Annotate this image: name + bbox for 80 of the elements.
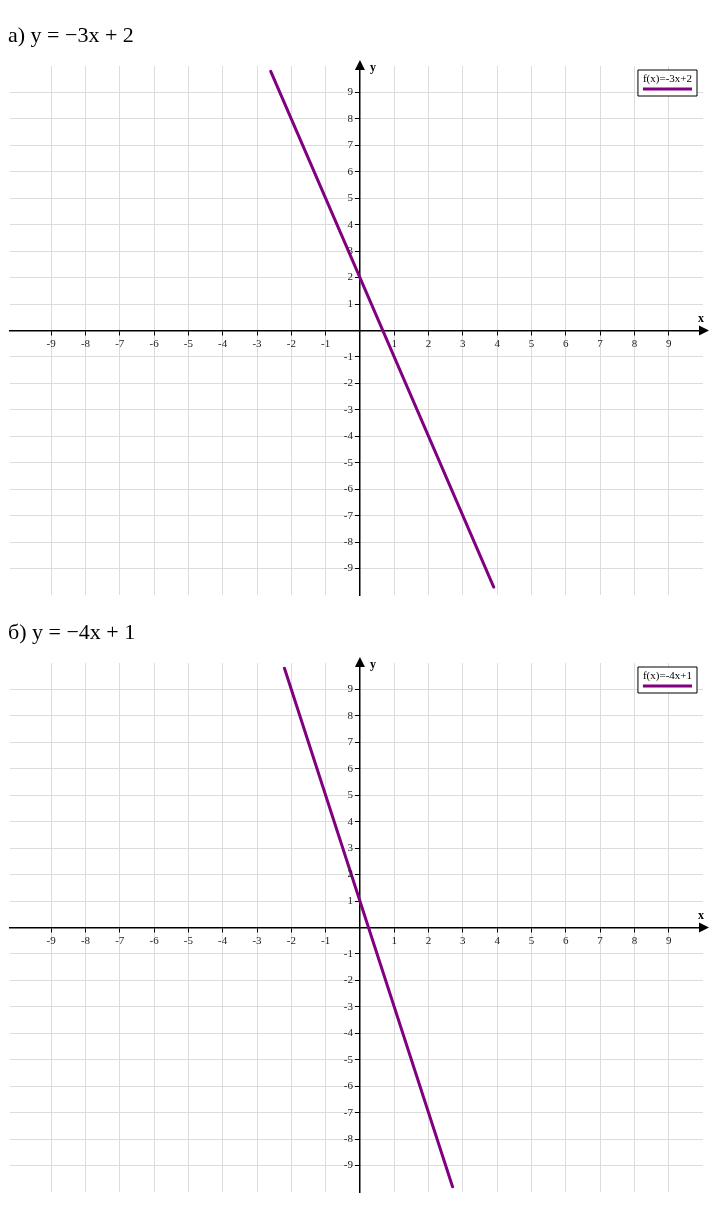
x-axis-title: x [698,310,704,325]
x-tick-label: -2 [286,933,296,946]
x-tick-label: -5 [183,933,194,946]
x-tick-label: 4 [494,336,501,349]
y-tick-label: -2 [343,973,353,986]
x-tick-label: -9 [46,336,57,349]
y-tick-label: 3 [347,841,354,854]
y-tick-label: 5 [347,788,354,801]
x-tick-label: 6 [563,933,570,946]
y-tick-label: 9 [347,682,354,695]
y-axis-title: y [369,657,376,672]
y-tick-label: 2 [347,270,353,283]
chart-title: а) y = −3x + 2 [8,22,135,48]
y-tick-label: 4 [347,217,354,230]
y-tick-label: 9 [347,85,354,98]
x-tick-label: -1 [321,336,331,349]
y-tick-label: -4 [343,429,354,442]
x-tick-label: -6 [149,933,160,946]
x-tick-label: 2 [425,933,432,946]
x-tick-label: 5 [528,336,535,349]
y-tick-label: 6 [347,761,354,774]
x-tick-label: 8 [631,933,638,946]
y-tick-label: -5 [343,1052,354,1065]
y-tick-label: -6 [343,1079,354,1092]
y-tick-label: 2 [347,867,353,880]
x-tick-label: 3 [460,336,467,349]
x-tick-label: -3 [252,933,263,946]
y-tick-label: 4 [347,814,354,827]
y-tick-label: -3 [343,999,354,1012]
y-tick-label: 1 [347,296,353,309]
x-tick-label: -1 [321,933,331,946]
x-tick-label: 8 [631,336,638,349]
y-tick-label: 7 [347,735,354,748]
y-tick-label: -8 [343,1131,354,1144]
y-tick-label: -2 [343,376,353,389]
text: f(x)=-4x+1 [642,669,692,683]
x-tick-label: 7 [597,933,604,946]
y-tick-label: -7 [343,508,354,521]
x-tick-label: -8 [80,336,91,349]
y-tick-label: -5 [343,455,354,468]
y-tick-label: 8 [347,111,354,124]
x-tick-label: 4 [494,933,501,946]
x-tick-label: -7 [115,336,125,349]
x-tick-label: -2 [286,336,296,349]
y-tick-label: -4 [343,1026,354,1039]
x-tick-label: 5 [528,933,535,946]
x-tick-label: 1 [391,336,397,349]
y-tick-label: 5 [347,191,354,204]
x-tick-label: -3 [252,336,263,349]
x-tick-label: -4 [218,933,228,946]
text: f(x)=-3x+2 [642,72,692,86]
y-tick-label: 6 [347,164,354,177]
x-tick-label: -8 [80,933,91,946]
x-tick-label: 3 [460,933,467,946]
y-tick-label: -9 [343,561,354,574]
x-tick-label: -9 [46,933,57,946]
y-tick-label: 8 [347,708,354,721]
y-tick-label: 1 [347,893,353,906]
y-tick-label: -8 [343,534,354,547]
x-tick-label: 9 [665,336,672,349]
x-tick-label: -7 [115,933,125,946]
x-tick-label: 2 [425,336,432,349]
chart-title: б) y = −4x + 1 [8,619,137,645]
y-tick-label: 7 [347,138,354,151]
x-tick-label: 9 [665,933,672,946]
y-tick-label: 3 [347,244,354,257]
x-axis-title: x [698,907,704,922]
y-tick-label: -3 [343,402,354,415]
x-tick-label: 7 [597,336,604,349]
x-tick-label: -5 [183,336,194,349]
x-tick-label: 1 [391,933,397,946]
x-tick-label: 6 [563,336,570,349]
x-tick-label: -6 [149,336,160,349]
y-tick-label: -1 [343,349,353,362]
y-tick-label: -9 [343,1158,354,1171]
y-tick-label: -6 [343,482,354,495]
y-axis-title: y [369,60,376,75]
y-tick-label: -1 [343,946,353,959]
x-tick-label: -4 [218,336,228,349]
y-tick-label: -7 [343,1105,354,1118]
